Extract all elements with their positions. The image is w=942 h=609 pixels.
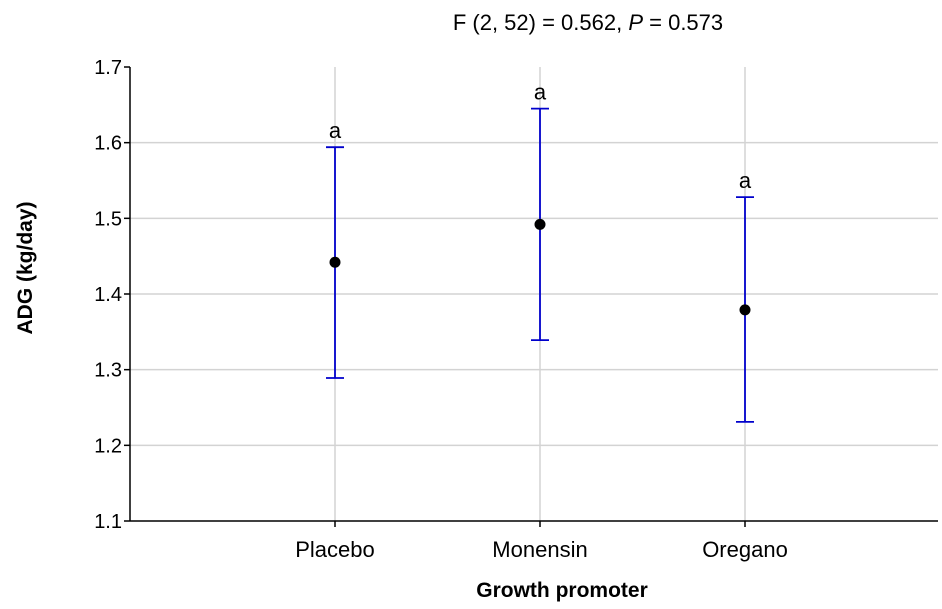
y-tick-label: 1.5 [94, 208, 122, 230]
mean-points [329, 218, 751, 316]
chart-title-p-italic: P [628, 10, 643, 35]
chart-title-part-3: = 0.573 [643, 10, 723, 35]
mean-point-oregano [739, 304, 751, 316]
y-tick-label: 1.3 [94, 360, 122, 382]
y-tick-label: 1.1 [94, 511, 122, 533]
mean-point-placebo [329, 256, 341, 268]
y-tick-label: 1.2 [94, 435, 122, 457]
significance-letters: a a a [329, 80, 752, 194]
chart-title: F (2, 52) = 0.562, P = 0.573 [453, 10, 723, 35]
significance-letter: a [739, 168, 752, 193]
significance-letter: a [329, 118, 342, 143]
grid [130, 67, 938, 521]
x-tick-label-placebo: Placebo [295, 537, 375, 562]
y-tick-label: 1.6 [94, 133, 122, 155]
y-axis-ticks: 1.1 1.2 1.3 1.4 1.5 1.6 1.7 [94, 57, 130, 533]
x-tick-label-oregano: Oregano [702, 537, 788, 562]
x-axis-categories: Placebo Monensin Oregano [295, 521, 788, 562]
y-tick-label: 1.7 [94, 57, 122, 79]
x-axis-label: Growth promoter [476, 579, 648, 602]
x-tick-label-monensin: Monensin [492, 537, 587, 562]
mean-point-monensin [534, 218, 546, 230]
significance-letter: a [534, 80, 547, 105]
chart-title-part-1: F (2, 52) = 0.562, [453, 10, 628, 35]
y-tick-label: 1.4 [94, 284, 122, 306]
y-axis-label: ADG (kg/day) [14, 201, 37, 334]
